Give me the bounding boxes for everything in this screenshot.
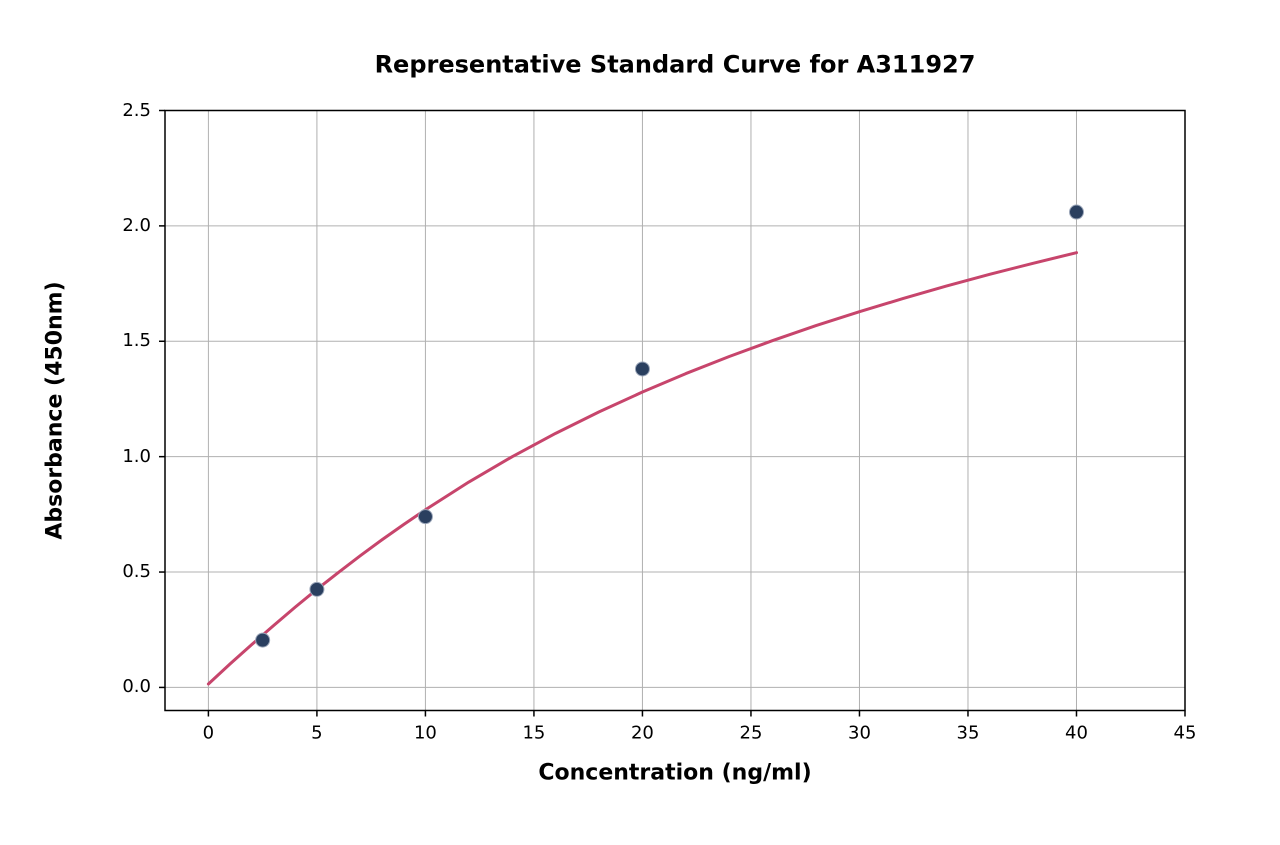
y-tick-label: 2.5 bbox=[122, 100, 151, 121]
x-tick-label: 30 bbox=[848, 722, 871, 743]
x-tick-label: 45 bbox=[1174, 722, 1197, 743]
x-tick-label: 25 bbox=[740, 722, 763, 743]
x-tick-label: 10 bbox=[414, 722, 437, 743]
y-tick-label: 1.0 bbox=[122, 446, 151, 467]
x-tick-label: 5 bbox=[311, 722, 322, 743]
y-tick-label: 2.0 bbox=[122, 215, 151, 236]
y-axis-label: Absorbance (450nm) bbox=[43, 281, 68, 539]
chart-title: Representative Standard Curve for A31192… bbox=[375, 50, 976, 78]
chart-svg bbox=[0, 5, 1280, 840]
x-tick-label: 20 bbox=[631, 722, 654, 743]
standard-curve-chart: Representative Standard Curve for A31192… bbox=[0, 5, 1280, 840]
y-tick-label: 0.0 bbox=[122, 676, 151, 697]
x-tick-label: 40 bbox=[1065, 722, 1088, 743]
x-tick-label: 15 bbox=[522, 722, 545, 743]
y-tick-label: 0.5 bbox=[122, 561, 151, 582]
x-tick-label: 35 bbox=[957, 722, 980, 743]
x-axis-label: Concentration (ng/ml) bbox=[538, 760, 811, 785]
x-tick-label: 0 bbox=[203, 722, 214, 743]
y-tick-label: 1.5 bbox=[122, 330, 151, 351]
